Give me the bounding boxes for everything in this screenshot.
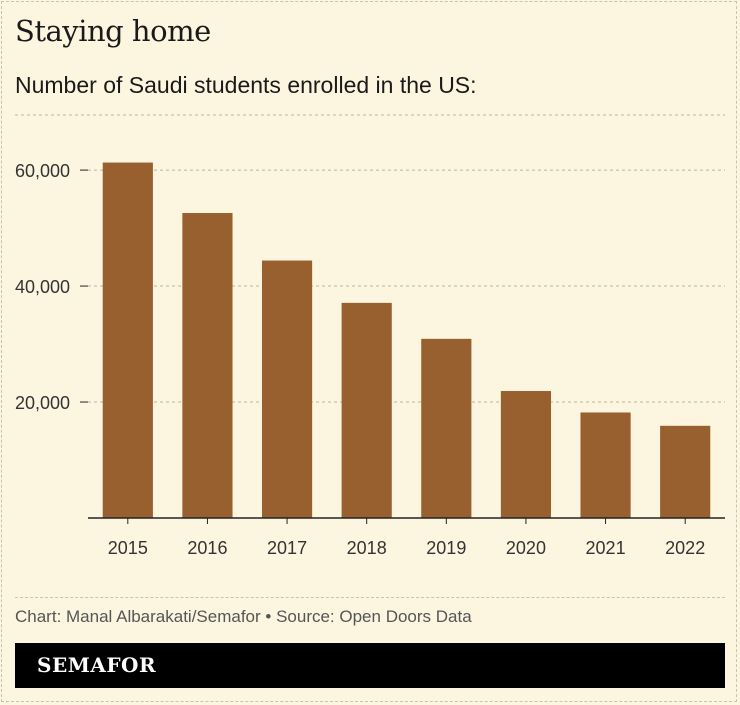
brand-logo: SEMAFOR xyxy=(37,653,157,677)
footer-divider xyxy=(15,597,725,598)
chart-credit: Chart: Manal Albarakati/Semafor • Source… xyxy=(15,607,472,626)
tick-labels: 20,000 40,000 60,000 2015 2016 2017 2018 2019 20… xyxy=(15,161,705,558)
bar-2015 xyxy=(102,162,153,518)
bar-chart: 20,000 40,000 60,000 2015 2016 2017 2018 2019 20… xyxy=(15,114,725,558)
axes xyxy=(80,169,725,524)
brand-bar: SEMAFOR xyxy=(15,643,725,688)
x-tick-label: 2015 xyxy=(108,538,148,558)
grid-lines xyxy=(15,114,725,403)
chart-title: Staying home xyxy=(15,14,211,48)
bar-2016 xyxy=(182,212,233,519)
x-tick-label: 2017 xyxy=(267,538,307,558)
bars xyxy=(102,162,711,519)
y-tick-label: 60,000 xyxy=(15,161,70,181)
bar-2017 xyxy=(261,260,313,518)
y-tick-label: 20,000 xyxy=(15,393,70,413)
bar-2019 xyxy=(421,338,472,518)
y-tick-label: 40,000 xyxy=(15,277,70,297)
x-tick-label: 2016 xyxy=(187,538,227,558)
bar-2021 xyxy=(580,412,631,518)
x-tick-label: 2021 xyxy=(586,538,626,558)
x-tick-label: 2020 xyxy=(506,538,546,558)
bar-2018 xyxy=(341,302,392,518)
x-tick-label: 2022 xyxy=(665,538,705,558)
bar-2022 xyxy=(660,425,711,518)
x-tick-label: 2018 xyxy=(347,538,387,558)
x-tick-label: 2019 xyxy=(426,538,466,558)
chart-subtitle: Number of Saudi students enrolled in the… xyxy=(15,72,477,98)
bar-2020 xyxy=(500,391,552,518)
